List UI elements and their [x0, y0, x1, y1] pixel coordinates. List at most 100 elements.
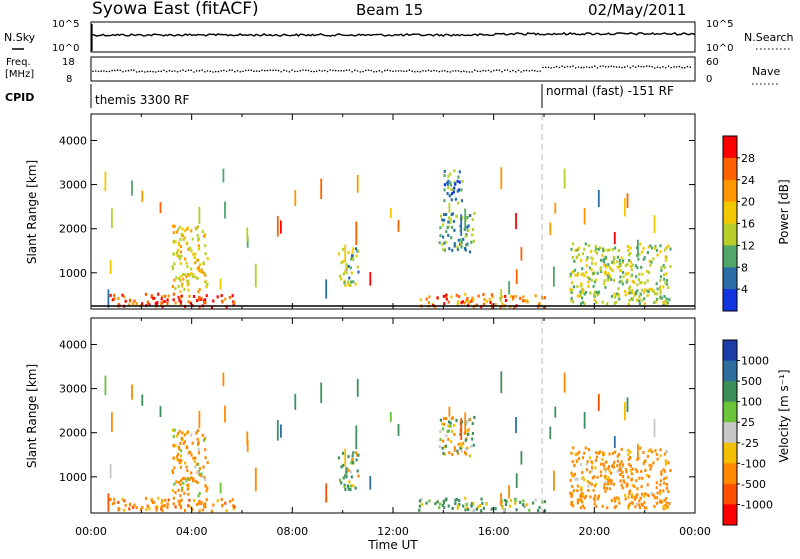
echo-cell [663, 277, 666, 281]
echo-cell [608, 478, 612, 482]
echo-cell [631, 297, 634, 300]
freq-point [212, 71, 214, 73]
echo-cell [591, 476, 594, 480]
echo-streak [460, 214, 463, 236]
echo-cell [160, 507, 163, 511]
echo-streak [356, 174, 359, 193]
echo-cell [458, 170, 461, 174]
echo-cell [161, 295, 164, 299]
colorbar-tick-label: 24 [741, 174, 755, 187]
freq-point [149, 70, 152, 73]
echo-cell [454, 197, 457, 201]
echo-cell [613, 301, 616, 305]
freq-point [302, 69, 304, 71]
echo-cell [455, 293, 458, 297]
echo-cell [664, 459, 667, 463]
echo-cell [192, 479, 195, 482]
echo-cell [351, 454, 354, 458]
echo-cell [613, 460, 616, 464]
freq-point [204, 71, 206, 73]
echo-streak [389, 412, 392, 423]
echo-cell [631, 279, 634, 283]
echo-cell [192, 252, 195, 256]
echo-cell [438, 506, 441, 510]
echo-cell [485, 502, 488, 506]
freq-point [244, 69, 247, 72]
echo-cell [629, 468, 632, 472]
echo-cell [443, 174, 446, 178]
echo-streak [448, 202, 451, 213]
echo-cell [167, 294, 170, 298]
echo-cell [504, 294, 507, 298]
echo-cell [571, 460, 574, 463]
echo-cell [659, 285, 662, 289]
echo-cell [526, 300, 529, 304]
echo-cell [607, 465, 610, 468]
echo-cell [201, 508, 204, 512]
echo-cell [597, 495, 600, 499]
echo-cell [357, 474, 360, 478]
echo-cell [631, 263, 634, 267]
echo-cell [665, 497, 668, 500]
echo-streak [549, 222, 552, 236]
echo-cell [622, 463, 625, 467]
echo-cell [175, 455, 179, 459]
echo-cell [186, 283, 189, 287]
cpid-mode-2: normal (fast) -151 RF [546, 84, 674, 98]
echo-cell [659, 244, 662, 248]
echo-cell [113, 297, 116, 301]
freq-point [236, 70, 239, 72]
echo-cell [171, 285, 174, 288]
freq-point [681, 66, 683, 69]
echo-cell [467, 432, 470, 436]
freq-point [449, 71, 452, 73]
echo-cell [471, 233, 474, 237]
echo-cell [186, 226, 189, 230]
echo-cell [178, 502, 181, 506]
x-tick-label: 20:00 [578, 525, 610, 538]
freq-point [498, 69, 501, 72]
echo-cell [108, 294, 111, 298]
freq-point [411, 70, 413, 72]
echo-cell [617, 293, 620, 296]
echo-cell [588, 470, 592, 474]
echo-cell [197, 448, 200, 452]
echo-cell [465, 447, 468, 451]
echo-cell [212, 503, 215, 507]
echo-cell [576, 273, 579, 277]
echo-cell [190, 476, 193, 480]
freq-point [182, 69, 184, 71]
echo-cell [177, 295, 180, 299]
echo-cell [150, 294, 153, 298]
echo-cell [460, 242, 463, 246]
freq-point [637, 65, 640, 67]
echo-cell [619, 468, 622, 472]
echo-cell [526, 503, 529, 507]
echo-cell [571, 485, 574, 489]
echo-cell [615, 300, 618, 304]
freq-point [373, 71, 375, 73]
freq-point [506, 69, 509, 71]
freq-point [602, 65, 604, 67]
echo-cell [620, 447, 623, 451]
echo-streak [294, 189, 297, 206]
echo-cell [443, 183, 446, 187]
echo-cell [652, 493, 655, 497]
echo-cell [203, 504, 206, 508]
echo-cell [638, 295, 641, 299]
freq-point [604, 66, 607, 68]
echo-cell [575, 459, 578, 463]
freq-point [141, 70, 143, 72]
echo-cell [123, 499, 126, 503]
freq-point [307, 69, 310, 72]
echo-cell [572, 473, 575, 477]
echo-cell [456, 179, 459, 183]
echo-cell [356, 469, 359, 473]
echo-cell [654, 246, 657, 250]
echo-cell [626, 262, 629, 266]
echo-cell [570, 494, 573, 498]
freq-point [283, 69, 285, 71]
echo-cell [659, 279, 662, 283]
echo-cell [175, 230, 179, 234]
